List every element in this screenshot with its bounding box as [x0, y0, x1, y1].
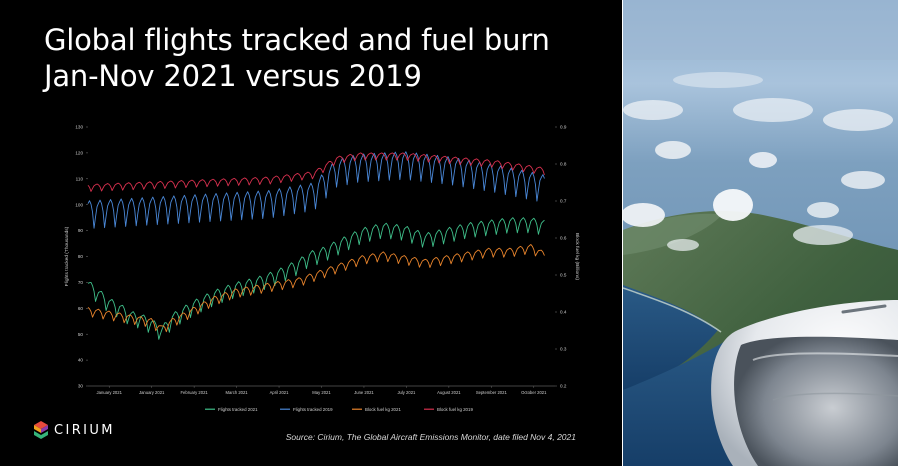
- y-tick-label: 120: [75, 151, 83, 156]
- x-tick-label: January 2021: [97, 390, 123, 395]
- y2-tick-label: 0.9: [560, 125, 567, 130]
- y-tick-label: 90: [78, 228, 84, 233]
- x-tick-label: October 2021: [521, 390, 547, 395]
- x-tick-label: August 2021: [437, 390, 461, 395]
- x-tick-label: February 2021: [181, 390, 209, 395]
- x-tick-label: September 2021: [476, 390, 508, 395]
- legend-label: Flights tracked 2021: [218, 407, 258, 412]
- aircraft-window-photo-image: [623, 0, 898, 466]
- y-tick-label: 100: [75, 202, 83, 207]
- series-line-fuel-2021: [87, 244, 545, 333]
- title-line-1: Global flights tracked and fuel burn: [44, 23, 550, 57]
- series-line-fuel-2019: [87, 152, 545, 192]
- x-tick-label: June 2021: [354, 390, 374, 395]
- y-tick-label: 110: [76, 176, 84, 181]
- x-tick-label: May 2021: [312, 390, 331, 395]
- y-tick-label: 70: [78, 280, 84, 285]
- y-tick-label: 30: [78, 384, 84, 389]
- slide-background: Global flights tracked and fuel burn Jan…: [0, 0, 622, 466]
- series-line-flights-2019: [87, 151, 545, 229]
- legend-label: Block fuel kg 2019: [437, 407, 473, 412]
- bottom-margin: [0, 466, 898, 476]
- y2-tick-label: 0.6: [560, 236, 567, 241]
- slide-title: Global flights tracked and fuel burn Jan…: [44, 22, 550, 94]
- y2-tick-label: 0.8: [560, 162, 567, 167]
- y2-tick-label: 0.3: [560, 347, 567, 352]
- y2-tick-label: 0.7: [560, 199, 567, 204]
- source-note: Source: Cirium, The Global Aircraft Emis…: [285, 432, 576, 442]
- title-line-2: Jan-Nov 2021 versus 2019: [44, 59, 422, 93]
- series-line-flights-2021: [87, 217, 545, 340]
- x-tick-label: January 2021: [139, 390, 165, 395]
- y-tick-label: 130: [75, 125, 83, 130]
- y-tick-label: 40: [78, 358, 84, 363]
- y2-tick-label: 0.4: [560, 310, 567, 315]
- y-tick-label: 60: [78, 306, 84, 311]
- y2-axis-label: Block fuel kg (Billions): [574, 233, 580, 280]
- x-tick-label: July 2021: [397, 390, 416, 395]
- y2-tick-label: 0.5: [560, 273, 567, 278]
- cirium-logo-icon: [34, 421, 48, 439]
- x-tick-label: April 2021: [270, 390, 290, 395]
- y-tick-label: 50: [78, 332, 84, 337]
- cirium-logo: CIRIUM: [32, 420, 115, 440]
- y-tick-label: 80: [78, 254, 84, 259]
- cirium-logo-text: CIRIUM: [54, 422, 115, 438]
- legend-label: Flights tracked 2019: [293, 407, 333, 412]
- y2-tick-label: 0.2: [560, 384, 567, 389]
- x-tick-label: March 2021: [226, 390, 249, 395]
- legend-label: Block fuel kg 2021: [365, 407, 401, 412]
- y-axis-label: Flights tracked (Thousands): [64, 226, 70, 286]
- line-chart: 30 40 50 60 70 80 90 100 110 120 130 0.2 0.3 0.4 0.5 0.…: [64, 125, 580, 412]
- aircraft-window-photo: [623, 0, 898, 466]
